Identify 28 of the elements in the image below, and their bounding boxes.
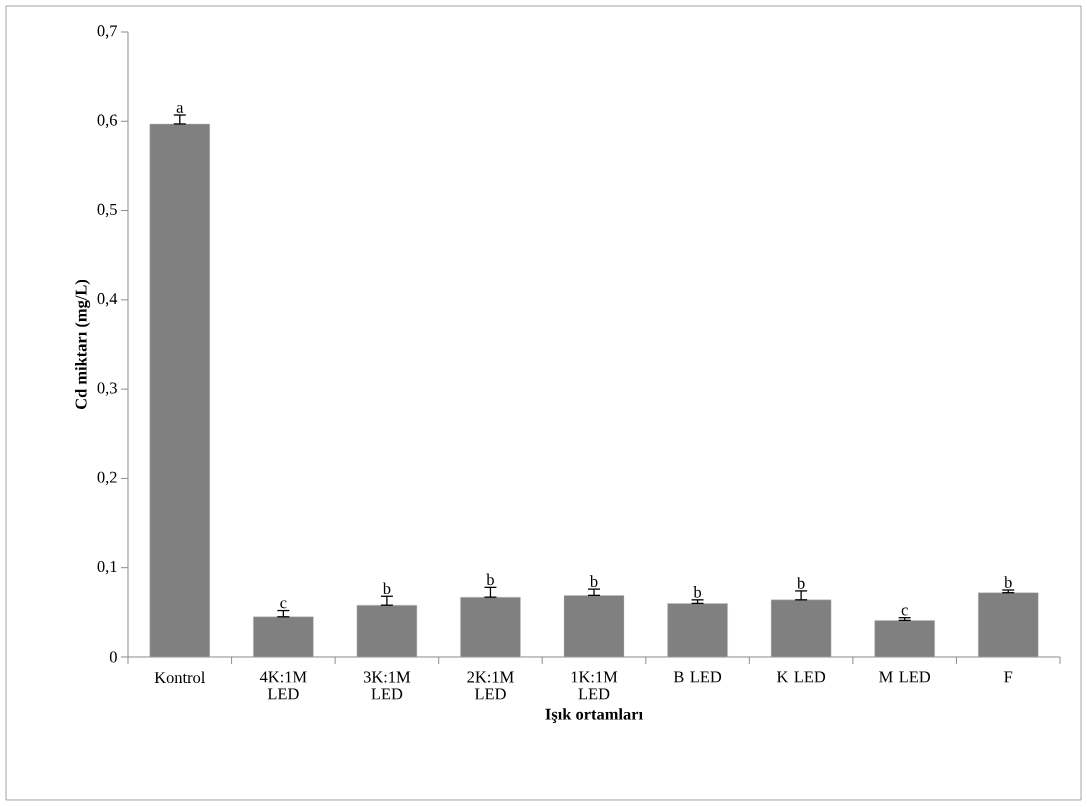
x-tick-label: 1K:1M LED — [571, 671, 618, 700]
x-tick-label: B LED — [673, 671, 722, 683]
x-tick-label: F — [1004, 671, 1013, 683]
annotation: b — [382, 582, 391, 595]
y-tick-label: 0 — [109, 651, 117, 663]
annotation: a — [176, 104, 184, 113]
x-tick-label: Kontrol — [154, 671, 206, 684]
x-tick-label: 3K:1M LED — [363, 671, 411, 700]
x-tick-label: 2K:1M LED — [467, 671, 514, 700]
annotation: c — [280, 600, 287, 609]
y-tick-label: 0,1 — [97, 560, 117, 575]
annotation: b — [589, 575, 598, 587]
x-tick-label: K LED — [776, 671, 826, 683]
y-tick-label: 0,5 — [97, 203, 117, 218]
x-axis-title: Işık ortamları — [545, 708, 643, 723]
annotation: b — [693, 586, 702, 598]
y-tick-label: 0,2 — [97, 471, 117, 486]
y-axis-title: Cd miktarı (mg/L) — [75, 279, 91, 409]
y-tick-label: 0,7 — [97, 25, 118, 39]
y-tick-label: 0,4 — [97, 293, 118, 307]
x-tick-label: M LED — [879, 671, 931, 683]
annotation: b — [486, 573, 494, 586]
x-tick-label: 4K:1M LED — [259, 671, 307, 700]
y-tick-label: 0,6 — [97, 114, 117, 129]
annotation: b — [1004, 576, 1012, 588]
y-tick-label: 0,3 — [97, 382, 117, 396]
annotation: b — [797, 577, 805, 589]
annotation: c — [901, 607, 908, 616]
